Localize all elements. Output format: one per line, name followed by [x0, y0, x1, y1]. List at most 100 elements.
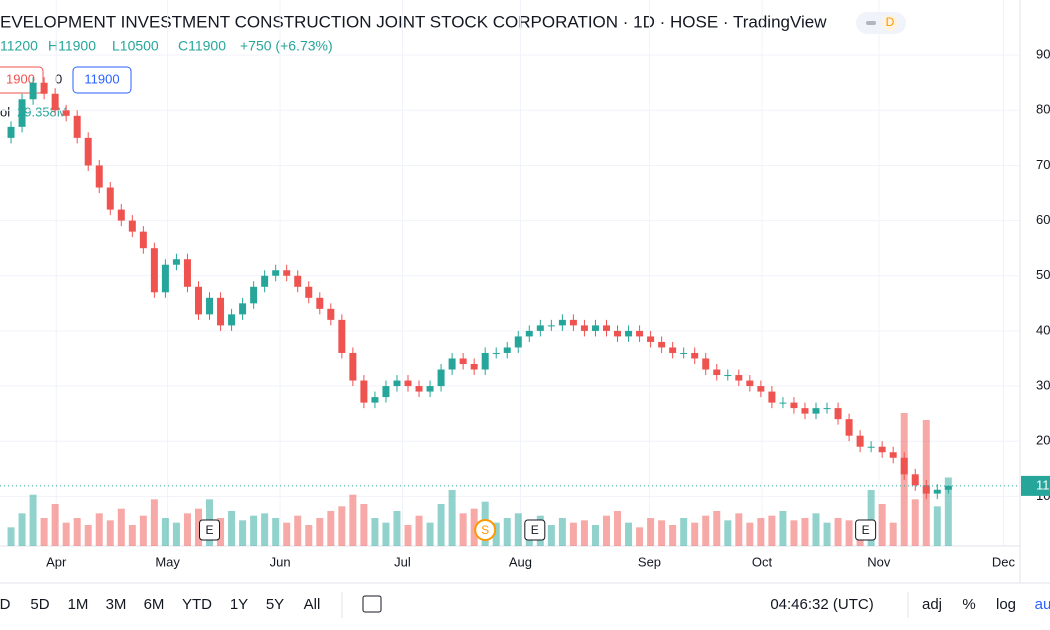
volume-bar: [40, 518, 48, 546]
candle-body: [172, 259, 180, 265]
status-dot: [882, 15, 898, 31]
candle-body: [514, 336, 522, 348]
date-range-icon[interactable]: [362, 595, 382, 613]
volume-bar: [735, 513, 743, 546]
candle-body: [702, 358, 710, 370]
range-button[interactable]: 1Y: [230, 596, 248, 613]
candle-body: [856, 435, 864, 447]
buy-box[interactable]: [72, 66, 132, 94]
event-label: E: [862, 523, 870, 537]
volume-bar: [7, 527, 15, 546]
y-tick-label: 60000: [1036, 212, 1050, 227]
volume-bar: [779, 511, 787, 546]
volume-bar: [614, 511, 622, 546]
volume-bar: [161, 518, 169, 546]
candle-body: [801, 408, 809, 414]
x-tick-label: May: [155, 554, 180, 569]
spread: 0: [55, 71, 62, 86]
volume-bar: [724, 520, 732, 546]
volume-bar: [29, 494, 37, 546]
volume-bar: [547, 525, 555, 546]
scale-option[interactable]: %: [962, 596, 975, 613]
range-button[interactable]: D: [0, 596, 11, 613]
volume-bar: [51, 504, 59, 546]
candle-body: [503, 347, 511, 353]
candle-body: [150, 248, 158, 293]
range-button[interactable]: All: [304, 596, 321, 613]
candle-body: [768, 391, 776, 403]
volume-bar: [305, 525, 313, 546]
candle-body: [547, 325, 555, 327]
volume-bar: [18, 513, 26, 546]
volume-bar: [349, 494, 357, 546]
candle-body: [680, 352, 688, 354]
candle-body: [878, 446, 886, 453]
volume-bar: [867, 490, 875, 546]
candle-body: [636, 330, 644, 337]
volume-bar: [95, 513, 103, 546]
candle-body: [933, 489, 941, 494]
candle-body: [206, 297, 214, 315]
ohlc-legend: 11200 H11900 L10500 C11900 +750 (+6.73%): [0, 38, 333, 54]
volume-bar: [569, 522, 577, 546]
status-badge: D: [886, 15, 895, 29]
candle-body: [724, 375, 732, 377]
range-button[interactable]: 3M: [106, 596, 127, 613]
volume-bar: [680, 518, 688, 546]
candle-body: [84, 137, 92, 166]
volume-bar: [933, 506, 941, 546]
event-marker[interactable]: [855, 519, 877, 541]
x-tick-label: Oct: [752, 554, 773, 569]
chart-title: EVELOPMENT INVESTMENT CONSTRUCTION JOINT…: [0, 12, 827, 31]
candle-body: [360, 380, 368, 403]
x-tick-label: Aug: [509, 554, 532, 569]
scale-option[interactable]: log: [996, 596, 1016, 613]
candle-body: [51, 93, 59, 111]
volume-bar: [382, 522, 390, 546]
last-price-box: [1021, 475, 1050, 496]
range-button[interactable]: YTD: [182, 596, 212, 613]
range-button[interactable]: 6M: [144, 596, 165, 613]
candle-body: [95, 165, 103, 188]
candle-body: [448, 358, 456, 370]
candle-body: [757, 386, 765, 392]
volume-bar: [790, 520, 798, 546]
volume-bar: [669, 525, 677, 546]
range-button[interactable]: 5Y: [266, 596, 284, 613]
event-marker[interactable]: [524, 519, 546, 541]
event-marker[interactable]: [199, 519, 221, 541]
volume-bar: [426, 522, 434, 546]
x-tick-label: Nov: [867, 554, 891, 569]
event-marker[interactable]: [474, 519, 497, 541]
volume-bar: [691, 522, 699, 546]
candle-body: [691, 352, 699, 359]
range-button[interactable]: 1M: [68, 596, 89, 613]
ohlc-value: L10500: [112, 38, 159, 54]
y-tick-label: 40000: [1036, 322, 1050, 337]
candle-body: [283, 270, 291, 276]
candle-body: [647, 336, 655, 342]
volume-bar: [602, 515, 610, 546]
volume-bar: [217, 518, 225, 546]
candle-body: [250, 286, 258, 304]
volume-bar: [183, 513, 191, 546]
volume-bar: [812, 513, 820, 546]
buy-price: 11900: [84, 71, 119, 86]
volume-bar: [250, 515, 258, 546]
volume-bar: [801, 518, 809, 546]
candle-body: [327, 308, 335, 320]
candle-body: [459, 358, 467, 364]
scale-option[interactable]: adj: [922, 596, 942, 613]
x-tick-label: Dec: [992, 554, 1016, 569]
volume-bar: [128, 525, 136, 546]
volume-bar: [283, 522, 291, 546]
scale-option[interactable]: au: [1035, 596, 1050, 613]
candle-body: [139, 231, 147, 249]
volume-bar: [558, 518, 566, 546]
candle-body: [713, 369, 721, 376]
range-button[interactable]: 5D: [30, 596, 49, 613]
volume-bar: [117, 508, 125, 546]
volume-bar: [261, 513, 269, 546]
volume-bar: [746, 522, 754, 546]
y-tick-label: 70000: [1036, 157, 1050, 172]
